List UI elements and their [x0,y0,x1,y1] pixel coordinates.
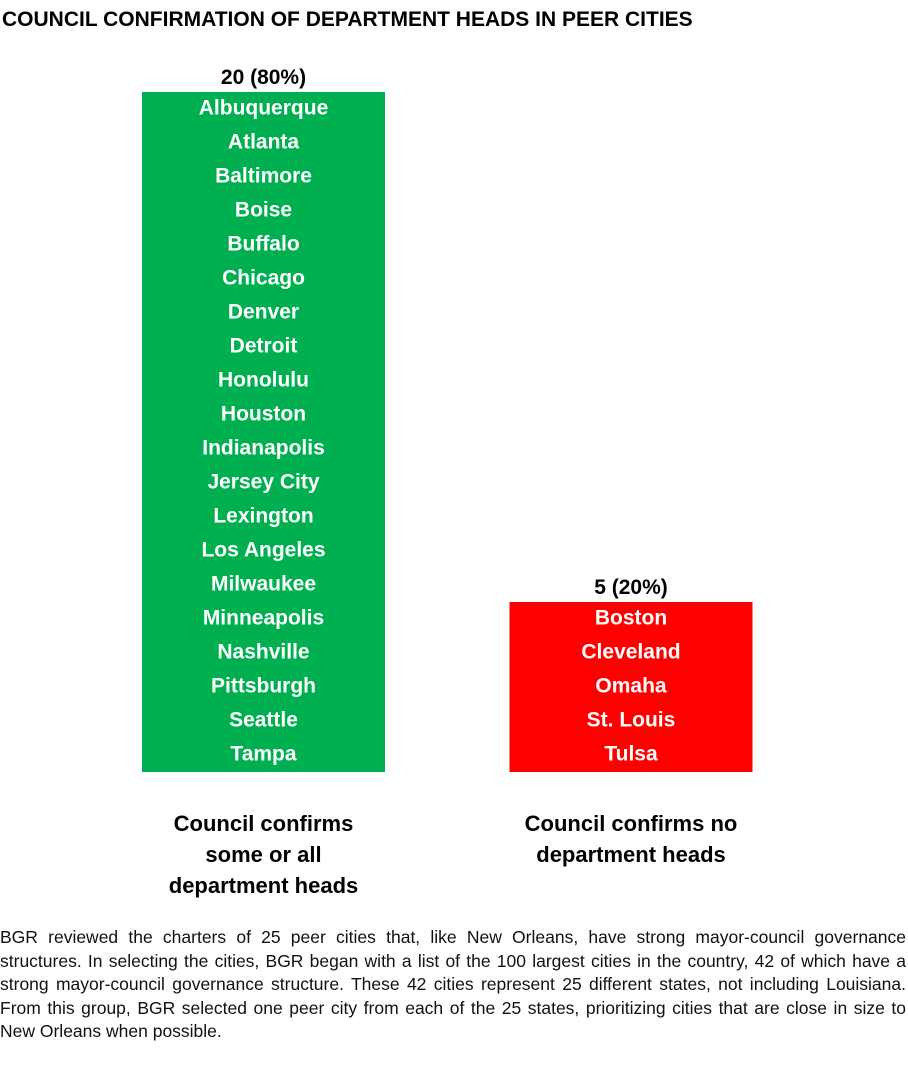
city-label: Indianapolis [202,437,325,460]
city-label: Pittsburgh [211,675,316,698]
city-label: Buffalo [227,233,299,256]
bar [509,602,753,772]
note: BGR reviewed the charters of 25 peer cit… [0,927,906,1041]
city-label: Detroit [230,335,298,358]
value-label: 5 (20%) [594,576,668,599]
category-label: Council confirms some or all department … [168,811,359,898]
city-label: Boise [235,199,292,222]
city-label: Atlanta [228,131,299,154]
value-label: 20 (80%) [221,66,306,89]
chart: COUNCIL CONFIRMATION OF DEPARTMENT HEADS… [2,8,753,772]
city-label: Milwaukee [211,573,316,596]
city-label: Tulsa [604,743,658,766]
city-label: Minneapolis [203,607,324,630]
city-label: Houston [221,403,306,426]
category-label: Council confirms no department heads [524,811,738,867]
city-label: Nashville [217,641,309,664]
city-label: Boston [595,607,667,630]
city-label: Jersey City [207,471,319,494]
city-label: St. Louis [587,709,676,732]
city-label: Tampa [230,743,296,766]
chart-title: COUNCIL CONFIRMATION OF DEPARTMENT HEADS… [2,8,693,31]
city-label: Baltimore [215,165,312,188]
bar [142,92,385,772]
city-label: Seattle [229,709,298,732]
city-label: Denver [228,301,299,324]
city-label: Honolulu [218,369,309,392]
city-label: Chicago [222,267,305,290]
city-label: Cleveland [581,641,680,664]
city-label: Lexington [213,505,313,528]
city-label: Albuquerque [199,97,329,120]
city-label: Omaha [595,675,667,698]
city-label: Los Angeles [201,539,325,562]
